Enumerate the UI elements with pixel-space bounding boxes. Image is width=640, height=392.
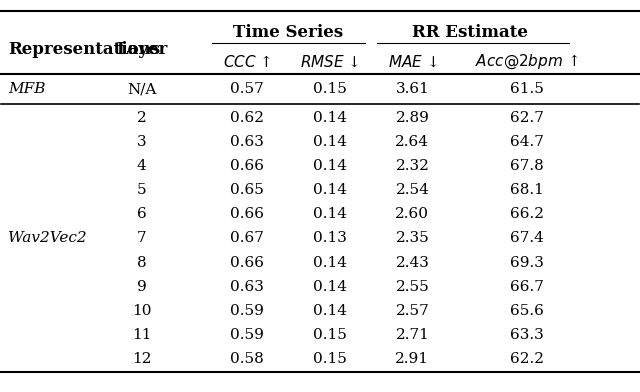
Text: 8: 8	[137, 256, 147, 270]
Text: 0.15: 0.15	[312, 328, 346, 342]
Text: 2.89: 2.89	[396, 111, 429, 125]
Text: 68.1: 68.1	[510, 183, 544, 197]
Text: 0.62: 0.62	[230, 111, 264, 125]
Text: 2.91: 2.91	[396, 352, 429, 366]
Text: 2.54: 2.54	[396, 183, 429, 197]
Text: 2: 2	[137, 111, 147, 125]
Text: 0.58: 0.58	[230, 352, 264, 366]
Text: 65.6: 65.6	[510, 304, 544, 318]
Text: 2.35: 2.35	[396, 231, 429, 245]
Text: 2.43: 2.43	[396, 256, 429, 270]
Text: 0.14: 0.14	[312, 256, 346, 270]
Text: 0.13: 0.13	[312, 231, 346, 245]
Text: 0.14: 0.14	[312, 159, 346, 173]
Text: 10: 10	[132, 304, 151, 318]
Text: 3.61: 3.61	[396, 82, 429, 96]
Text: 66.7: 66.7	[510, 279, 544, 294]
Text: $RMSE$ ↓: $RMSE$ ↓	[300, 54, 359, 69]
Text: RR Estimate: RR Estimate	[412, 24, 528, 41]
Text: 0.66: 0.66	[230, 159, 264, 173]
Text: 3: 3	[137, 135, 147, 149]
Text: 0.15: 0.15	[312, 352, 346, 366]
Text: 0.66: 0.66	[230, 256, 264, 270]
Text: 0.57: 0.57	[230, 82, 264, 96]
Text: 0.14: 0.14	[312, 111, 346, 125]
Text: Layer: Layer	[116, 40, 167, 58]
Text: 62.2: 62.2	[510, 352, 544, 366]
Text: Time Series: Time Series	[233, 24, 343, 41]
Text: 67.4: 67.4	[510, 231, 544, 245]
Text: 11: 11	[132, 328, 151, 342]
Text: 0.67: 0.67	[230, 231, 264, 245]
Text: 7: 7	[137, 231, 147, 245]
Text: 0.63: 0.63	[230, 279, 264, 294]
Text: 0.14: 0.14	[312, 207, 346, 221]
Text: $MAE$ ↓: $MAE$ ↓	[388, 54, 437, 69]
Text: 4: 4	[137, 159, 147, 173]
Text: 0.14: 0.14	[312, 279, 346, 294]
Text: Representations: Representations	[8, 40, 160, 58]
Text: 66.2: 66.2	[510, 207, 544, 221]
Text: 0.59: 0.59	[230, 328, 264, 342]
Text: 0.59: 0.59	[230, 304, 264, 318]
Text: 0.65: 0.65	[230, 183, 264, 197]
Text: 0.66: 0.66	[230, 207, 264, 221]
Text: 0.14: 0.14	[312, 135, 346, 149]
Text: Wav2Vec2: Wav2Vec2	[8, 231, 86, 245]
Text: 2.32: 2.32	[396, 159, 429, 173]
Text: $CCC$ ↑: $CCC$ ↑	[223, 54, 271, 70]
Text: 2.71: 2.71	[396, 328, 429, 342]
Text: 61.5: 61.5	[510, 82, 544, 96]
Text: $Acc@2bpm$ ↑: $Acc@2bpm$ ↑	[476, 53, 579, 71]
Text: N/A: N/A	[127, 82, 156, 96]
Text: 2.60: 2.60	[396, 207, 429, 221]
Text: 0.15: 0.15	[312, 82, 346, 96]
Text: 62.7: 62.7	[510, 111, 544, 125]
Text: 2.64: 2.64	[396, 135, 429, 149]
Text: MFB: MFB	[8, 82, 45, 96]
Text: 2.55: 2.55	[396, 279, 429, 294]
Text: 0.14: 0.14	[312, 183, 346, 197]
Text: 12: 12	[132, 352, 151, 366]
Text: 2.57: 2.57	[396, 304, 429, 318]
Text: 67.8: 67.8	[510, 159, 544, 173]
Text: 64.7: 64.7	[510, 135, 544, 149]
Text: 5: 5	[137, 183, 147, 197]
Text: 0.63: 0.63	[230, 135, 264, 149]
Text: 6: 6	[137, 207, 147, 221]
Text: 9: 9	[137, 279, 147, 294]
Text: 69.3: 69.3	[510, 256, 544, 270]
Text: 0.14: 0.14	[312, 304, 346, 318]
Text: 63.3: 63.3	[510, 328, 544, 342]
